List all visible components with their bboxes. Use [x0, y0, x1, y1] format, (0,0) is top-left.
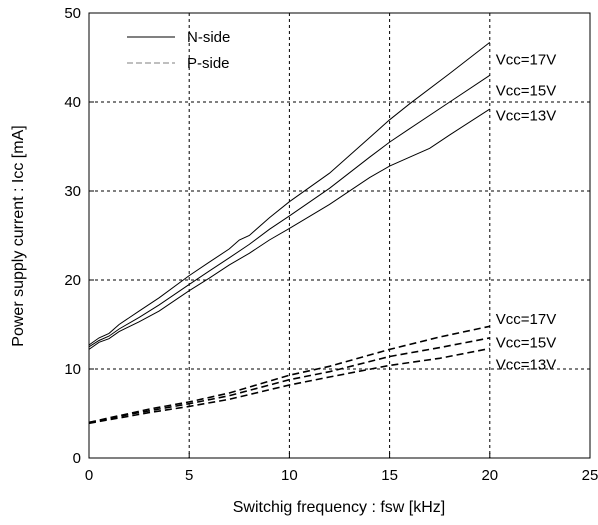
x-tick-label: 25: [582, 467, 598, 484]
x-tick-label: 0: [85, 467, 93, 484]
y-axis-title: Power supply current : Icc [mA]: [10, 125, 27, 346]
y-tick-label: 30: [64, 183, 81, 200]
series-annotation: Vcc=15V: [496, 334, 556, 351]
x-tick-label: 20: [481, 467, 498, 484]
y-tick-label: 40: [64, 94, 81, 111]
legend-label-p-side: P-side: [187, 55, 230, 72]
gridlines: [89, 13, 590, 458]
x-tick-label: 15: [381, 467, 398, 484]
series-line-p-side-vcc-15v: [88, 337, 490, 424]
axis-ticks: 0 5 10 15 20 25 0 10 20 30 40 50: [64, 5, 598, 484]
series-annotation: Vcc=13V: [496, 357, 556, 374]
x-axis-title: Switchig frequency : fsw [kHz]: [233, 499, 446, 516]
plot-frame: [88, 12, 591, 459]
series-annotations: Vcc=17V Vcc=15V Vcc=13V Vcc=17V Vcc=15V Vcc=1…: [496, 51, 556, 373]
series-line-n-side-vcc-15v: [88, 74, 491, 348]
x-tick-label: 5: [185, 467, 193, 484]
legend-label-n-side: N-side: [187, 29, 230, 46]
legend: N-side P-side: [127, 29, 230, 72]
series-line-n-side-vcc-13v: [88, 108, 491, 350]
series-line-p-side-vcc-17v: [88, 325, 490, 424]
y-tick-label: 0: [73, 450, 81, 467]
y-tick-label: 10: [64, 361, 81, 378]
series-lines: [88, 42, 491, 425]
series-annotation: Vcc=17V: [496, 51, 556, 68]
y-tick-label: 50: [64, 5, 81, 22]
series-annotation: Vcc=15V: [496, 82, 556, 99]
series-line-p-side-vcc-13v: [88, 347, 490, 425]
series-annotation: Vcc=13V: [496, 107, 556, 124]
y-tick-label: 20: [64, 272, 81, 289]
series-line-n-side-vcc-17v: [88, 42, 491, 346]
series-annotation: Vcc=17V: [496, 311, 556, 328]
x-tick-label: 10: [281, 467, 298, 484]
